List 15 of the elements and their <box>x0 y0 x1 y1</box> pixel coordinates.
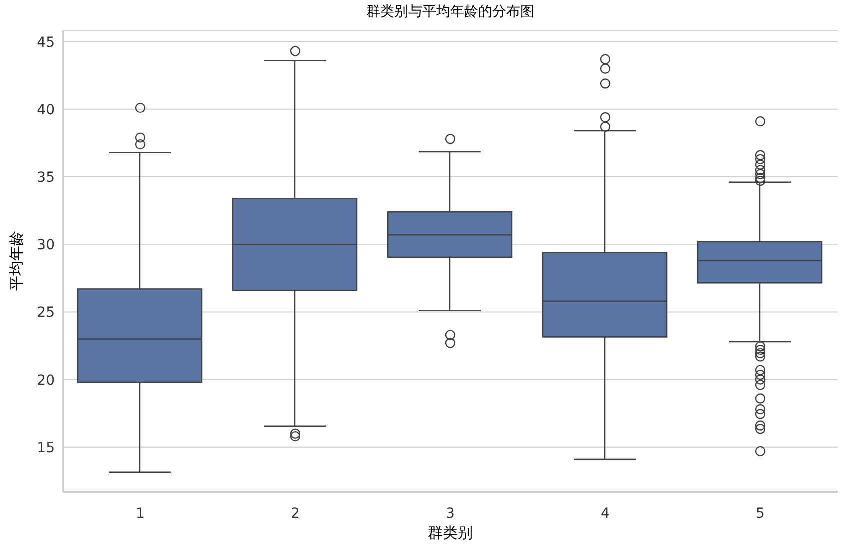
x-tick-label: 3 <box>446 506 455 522</box>
y-tick-label: 25 <box>37 305 55 322</box>
x-axis-title: 群类别 <box>427 524 474 543</box>
y-tick-label: 30 <box>37 238 55 254</box>
y-tick-label: 35 <box>37 170 55 186</box>
x-tick-label: 2 <box>291 506 300 522</box>
x-tick-label: 5 <box>756 506 765 522</box>
y-tick-label: 40 <box>37 102 55 118</box>
y-tick-label: 20 <box>37 372 55 389</box>
x-tick-label: 1 <box>136 506 145 522</box>
x-tick-label: 4 <box>601 506 610 522</box>
y-axis-title: 平均年龄 <box>8 231 26 291</box>
y-tick-label: 15 <box>37 440 55 456</box>
y-tick-label: 45 <box>37 34 55 51</box>
chart-title: 群类别与平均年龄的分布图 <box>366 3 536 21</box>
